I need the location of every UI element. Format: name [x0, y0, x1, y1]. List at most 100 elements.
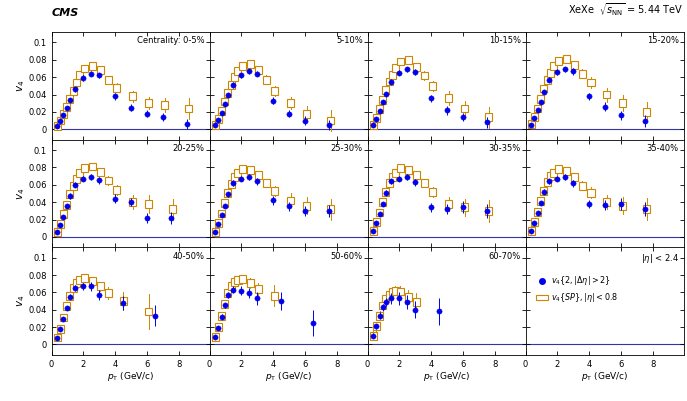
Bar [620, 202, 627, 210]
Bar [239, 165, 246, 173]
Bar [218, 312, 225, 320]
Bar [234, 276, 241, 284]
Bar [231, 73, 238, 81]
Bar [541, 85, 548, 92]
Bar [221, 300, 228, 308]
Bar [389, 173, 396, 181]
Text: $|\eta|$ < 2.4: $|\eta|$ < 2.4 [641, 251, 679, 265]
Bar [120, 297, 127, 305]
Bar [485, 113, 493, 121]
Bar [420, 179, 428, 187]
Text: Centrality: 0-5%: Centrality: 0-5% [137, 36, 205, 45]
Bar [227, 282, 234, 290]
Bar [547, 69, 554, 77]
Bar [373, 218, 380, 226]
Bar [69, 182, 76, 190]
Bar [643, 205, 651, 213]
Bar [129, 198, 137, 206]
Bar [63, 103, 70, 111]
Bar [445, 200, 453, 208]
Bar [405, 293, 412, 301]
Bar [563, 167, 570, 175]
Bar [547, 172, 554, 180]
Bar [60, 211, 67, 218]
Bar [537, 197, 544, 205]
Bar [67, 95, 74, 103]
Bar [255, 171, 262, 179]
Bar [262, 76, 270, 84]
Bar [239, 62, 246, 70]
Bar [63, 201, 70, 209]
Bar [255, 66, 262, 74]
Bar [376, 209, 383, 217]
Bar [57, 220, 64, 228]
Bar [81, 164, 88, 172]
Bar [373, 322, 380, 330]
Bar [376, 105, 383, 113]
Bar [57, 117, 64, 124]
Bar [69, 87, 76, 95]
Text: 30-35%: 30-35% [488, 144, 521, 153]
Bar [212, 121, 218, 129]
Bar [54, 334, 60, 341]
Bar [385, 291, 392, 299]
Bar [392, 64, 399, 71]
Bar [413, 298, 420, 306]
Bar [57, 325, 64, 333]
Bar [603, 91, 611, 99]
Bar [534, 105, 541, 112]
Bar [227, 180, 234, 188]
Bar [287, 196, 295, 205]
Bar [376, 312, 383, 320]
Bar [587, 79, 594, 86]
Text: 20-25%: 20-25% [173, 144, 205, 153]
Y-axis label: $v_4$: $v_4$ [15, 295, 27, 307]
Bar [327, 205, 335, 213]
Bar [373, 114, 380, 122]
Bar [420, 71, 428, 79]
Bar [215, 323, 222, 331]
X-axis label: $p_{\rm T}$ (GeV/c): $p_{\rm T}$ (GeV/c) [423, 370, 471, 383]
Bar [379, 198, 386, 206]
Bar [370, 332, 376, 340]
Bar [234, 67, 241, 75]
Bar [104, 290, 112, 297]
Bar [405, 56, 412, 64]
Bar [537, 95, 544, 103]
Bar [255, 285, 262, 293]
Bar [73, 175, 80, 182]
Bar [271, 87, 278, 95]
Bar [413, 63, 420, 71]
Bar [550, 169, 557, 176]
Bar [89, 62, 95, 70]
Bar [262, 179, 270, 187]
Y-axis label: $v_4$: $v_4$ [15, 80, 27, 92]
Bar [379, 302, 386, 309]
Bar [620, 99, 627, 107]
X-axis label: $p_{\rm T}$ (GeV/c): $p_{\rm T}$ (GeV/c) [581, 370, 629, 383]
Bar [392, 169, 399, 176]
Bar [60, 314, 67, 322]
Bar [104, 76, 112, 84]
Bar [73, 79, 80, 86]
Bar [247, 279, 254, 287]
Bar [54, 122, 60, 130]
Bar [389, 71, 396, 79]
Bar [67, 190, 74, 198]
Bar [304, 110, 311, 117]
Bar [413, 171, 420, 179]
Bar [161, 101, 168, 109]
Text: 40-50%: 40-50% [173, 251, 205, 261]
Bar [113, 186, 120, 194]
Bar [212, 228, 218, 235]
Bar [429, 188, 436, 196]
Bar [169, 205, 177, 213]
Bar [185, 105, 192, 112]
Bar [397, 164, 404, 172]
Y-axis label: $v_4$: $v_4$ [15, 187, 27, 200]
Bar [385, 179, 392, 187]
Bar [97, 66, 104, 74]
Bar [528, 227, 534, 235]
Bar [555, 57, 562, 65]
Bar [239, 275, 246, 283]
